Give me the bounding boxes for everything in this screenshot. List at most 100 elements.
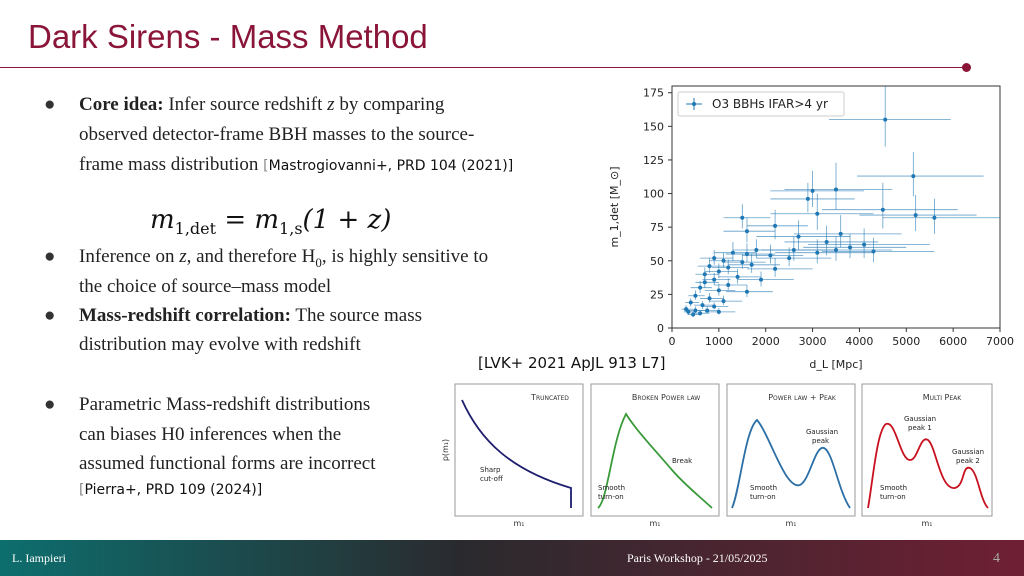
bullet-4-line-2: can biases H0 inferences when the: [79, 424, 342, 445]
panel-ylabel: p(m₁): [441, 439, 450, 461]
page-number: 4: [993, 551, 1000, 566]
data-point: [815, 250, 820, 255]
bullet-2-line-2: the choice of source–mass model: [79, 276, 332, 297]
text: The source mass: [295, 305, 423, 326]
panel-frame-power-law-peak: [726, 383, 856, 517]
text: , and therefore H: [186, 246, 316, 267]
data-point: [688, 300, 693, 305]
data-point: [848, 245, 853, 250]
data-point: [721, 299, 726, 304]
x-tick-label: 6000: [939, 335, 967, 348]
annotation-break: Break: [672, 457, 693, 465]
data-point: [913, 213, 918, 218]
m-var: m: [254, 205, 280, 235]
z-var: z: [179, 246, 187, 267]
data-point: [754, 248, 759, 253]
ref-text: Pierra+, PRD 109 (2024)]: [84, 482, 263, 498]
scatter-plot: 0 1000 2000 3000 4000 5000 6000 7000 0 25 50 75 100 1…: [608, 85, 1014, 371]
annotation-smooth: Smooth: [880, 484, 907, 492]
panel-xlabel: m₁: [514, 519, 525, 528]
x-tick-label: 4000: [845, 335, 873, 348]
data-point: [883, 117, 888, 122]
x-tick-label: 2000: [752, 335, 780, 348]
text: Infer source redshift: [168, 94, 323, 115]
y-tick-label: 100: [643, 188, 664, 201]
title-divider: [0, 67, 968, 68]
annotation-turnon: turn-on: [598, 493, 624, 501]
x-tick-label: 3000: [799, 335, 827, 348]
data-point: [684, 307, 689, 312]
reference-pierra: [Pierra+, PRD 109 (2024)]: [79, 482, 262, 498]
data-point: [824, 239, 829, 244]
y-axis-label: m_1,det [M_⊙]: [608, 166, 621, 247]
data-point: [805, 196, 810, 201]
annotation-turnon: turn-on: [750, 493, 776, 501]
multi-peak-curve: [867, 423, 989, 509]
data-point: [691, 312, 696, 317]
bullet-dot: ●: [44, 94, 56, 115]
x-tick-label: 5000: [892, 335, 920, 348]
bullet-3-line-2: distribution may evolve with redshift: [79, 334, 361, 355]
annotation-gaussian-1: Gaussian: [904, 415, 936, 423]
footer-bar: L. Iampieri Paris Workshop - 21/05/2025 …: [0, 540, 1024, 576]
x-tick-label: 1000: [705, 335, 733, 348]
data-point: [716, 269, 721, 274]
subscript: 0: [315, 254, 322, 270]
bullet-dot: ●: [44, 305, 56, 326]
panel-frame-truncated: [454, 383, 584, 517]
bullet-dot: ●: [44, 246, 56, 267]
bullet-1-line-2: observed detector-frame BBH masses to th…: [79, 124, 475, 145]
title-divider-dot: [962, 63, 971, 72]
panel-xlabel: m₁: [922, 519, 933, 528]
annotation-peak-1: peak 1: [908, 424, 932, 432]
legend-marker: [692, 102, 696, 106]
y-tick-label: 125: [643, 154, 664, 167]
bullet-dot: ●: [44, 394, 56, 415]
m-var: m: [150, 205, 175, 235]
bullet-4-line-3: assumed functional forms are incorrect: [79, 453, 376, 474]
slide-title: Dark Sirens - Mass Method: [28, 18, 428, 55]
legend-label: O3 BBHs IFAR>4 yr: [712, 97, 828, 111]
y-tick-label: 150: [643, 120, 664, 133]
mass-redshift-formula: m1,det = m1,s(1 + z): [150, 205, 391, 238]
subscript: 1,det: [174, 219, 217, 239]
data-point: [768, 253, 773, 258]
data-point: [707, 264, 712, 269]
panel-frame-multi-peak: [861, 383, 993, 517]
annotation-cutoff: cut-off: [480, 475, 503, 483]
y-tick-label: 25: [650, 288, 664, 301]
text: frame mass distribution: [79, 154, 259, 175]
data-point: [815, 211, 820, 216]
data-point: [735, 274, 740, 279]
bracket: [: [79, 482, 85, 498]
data-point: [810, 188, 815, 193]
data-point: [749, 262, 754, 267]
panel-xlabel: m₁: [786, 519, 797, 528]
data-point: [791, 248, 796, 253]
power-law-peak-curve: [731, 418, 851, 509]
correlation-label: Mass-redshift correlation:: [79, 305, 291, 326]
text: , is highly sensitive to: [321, 246, 489, 267]
data-point: [698, 285, 703, 290]
data-point: [707, 296, 712, 301]
bullet-1-line-1: Core idea: Infer source redshift z by co…: [79, 94, 444, 116]
data-point: [693, 293, 698, 298]
factor: (1 + z): [302, 205, 392, 235]
subscript: 1,s: [279, 219, 303, 239]
plot-caption: [LVK+ 2021 ApJL 913 L7]: [478, 354, 666, 372]
data-point: [773, 223, 778, 228]
data-point: [862, 242, 867, 247]
x-tick-label: 7000: [986, 335, 1014, 348]
data-point: [702, 280, 707, 285]
annotation-smooth: Smooth: [750, 484, 777, 492]
text: Inference on: [79, 246, 175, 267]
annotation-smooth: Smooth: [598, 484, 625, 492]
data-point: [716, 309, 721, 314]
annotation-gaussian-2: Gaussian: [952, 448, 984, 456]
annotation-peak: peak: [812, 437, 830, 445]
data-point: [726, 282, 731, 287]
data-point: [744, 289, 749, 294]
legend-box: [677, 91, 845, 117]
data-point: [740, 215, 745, 220]
annotation-peak-2: peak 2: [956, 457, 980, 465]
